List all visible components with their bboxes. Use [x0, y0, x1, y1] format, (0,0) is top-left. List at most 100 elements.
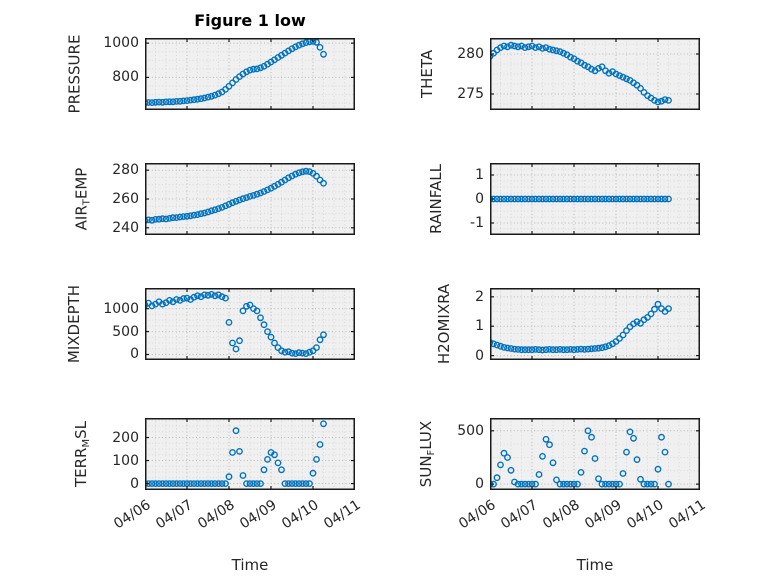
y-tick-labels: 0 500: [449, 418, 484, 493]
y-tick-label: 500: [457, 422, 484, 439]
y-tick-label: 275: [457, 86, 484, 102]
plot-border: [490, 418, 700, 490]
plot-border: [490, 288, 700, 360]
data-points: [490, 300, 672, 354]
major-grid: [145, 418, 355, 490]
minor-grid: [490, 418, 700, 490]
plot-area: [490, 418, 700, 490]
x-tick-label: 04/07: [153, 497, 196, 533]
y-tick-label: 800: [112, 69, 139, 86]
y-axis-label-terr-msl: TERRMSL: [72, 420, 93, 488]
major-grid: [490, 418, 700, 490]
subplot-sun-flux: SUNFLUX 0 500 04/06 04/07 04/08 04/09 04/10 04…: [418, 418, 709, 532]
tick-marks: [145, 163, 355, 235]
y-tick-labels: 800 1000: [95, 35, 139, 110]
plot-air-temp: [145, 163, 355, 235]
tick-marks: [490, 163, 700, 235]
y-tick-label: 0: [130, 346, 139, 363]
plot-pressure: [145, 38, 355, 110]
plot-area: [490, 288, 700, 360]
y-axis-label-sun-flux: SUNFLUX: [417, 420, 438, 488]
x-tick-label: 04/10: [624, 497, 667, 533]
y-tick-label: 0: [130, 475, 139, 492]
y-tick-labels: 0 1 2: [466, 288, 484, 364]
y-tick-label: 100: [112, 452, 139, 469]
plot-terr-msl: [145, 418, 355, 490]
subplot-pressure: PRESSURE 800 1000: [65, 35, 355, 113]
y-axis-label-air-temp: AIRTEMP: [72, 167, 93, 231]
subplot-rainfall: RAINFALL -1 0 1: [427, 163, 700, 235]
x-axis-label: Time: [576, 556, 614, 574]
major-grid: [490, 288, 700, 360]
y-tick-label: 1000: [103, 35, 139, 52]
x-axis-label: Time: [231, 556, 269, 574]
tick-marks: [490, 418, 700, 490]
tick-marks: [145, 418, 355, 490]
plot-h2omixra: [490, 288, 700, 360]
y-tick-label: 240: [112, 219, 139, 236]
x-tick-labels: 04/06 04/07 04/08 04/09 04/10 04/11: [456, 492, 709, 552]
y-tick-labels: -1 0 1: [457, 163, 484, 235]
y-tick-labels: 0 100 200: [104, 418, 139, 492]
x-tick-label: 04/07: [498, 497, 541, 533]
x-tick-label: 04/09: [582, 497, 625, 533]
y-axis-label-pressure: PRESSURE: [65, 34, 83, 114]
y-tick-labels: 0 500 1000: [95, 288, 139, 363]
subplot-terr-msl: TERRMSL 0 100 200 04/06 04/07 04/08 04/09 04/1…: [73, 418, 364, 532]
plot-mixdepth: [145, 288, 355, 360]
data-points: [490, 41, 672, 106]
minor-grid: [145, 163, 355, 235]
x-tick-label: 04/06: [111, 497, 154, 533]
major-grid: [145, 163, 355, 235]
plot-area: [145, 288, 355, 360]
subplot-h2omixra: H2OMIXRA 0 1 2: [436, 284, 700, 364]
major-grid: [145, 38, 355, 110]
y-tick-labels: 240 260 280: [104, 163, 139, 236]
plot-border: [490, 38, 700, 110]
x-tick-label: 04/08: [195, 497, 238, 533]
plot-rainfall: [490, 163, 700, 235]
plot-theta: [490, 38, 700, 110]
tick-marks: [145, 288, 355, 360]
plot-border: [145, 288, 355, 360]
minor-grid: [145, 38, 355, 110]
plot-area: [490, 38, 700, 110]
data-points: [490, 195, 672, 203]
y-tick-label: 260: [112, 191, 139, 207]
plot-area: [145, 418, 355, 490]
y-tick-label: 0: [475, 191, 484, 207]
minor-grid: [490, 38, 700, 110]
data-points: [145, 420, 327, 487]
plot-area: [145, 38, 355, 110]
plot-area: [490, 163, 700, 235]
plot-border: [145, 38, 355, 110]
x-tick-label: 04/11: [321, 497, 364, 533]
y-axis-label-theta: THETA: [418, 49, 437, 99]
plot-area: [145, 163, 355, 235]
y-tick-label: 1: [475, 167, 484, 183]
tick-marks: [490, 288, 700, 360]
plot-border: [145, 418, 355, 490]
y-tick-label: -1: [470, 215, 484, 231]
tick-marks: [145, 38, 355, 110]
y-tick-labels: 275 280: [449, 38, 484, 110]
x-tick-labels: 04/06 04/07 04/08 04/09 04/10 04/11: [111, 492, 364, 552]
y-tick-label: 1000: [103, 300, 139, 317]
subplot-mixdepth: MIXDEPTH 0 500 1000: [65, 285, 355, 363]
y-tick-label: 0: [475, 476, 484, 493]
data-points: [145, 38, 327, 107]
x-tick-label: 04/06: [456, 497, 499, 533]
y-tick-label: 280: [457, 46, 484, 62]
x-tick-label: 04/11: [666, 497, 709, 533]
y-axis-label-h2omixra: H2OMIXRA: [435, 283, 454, 365]
x-tick-label: 04/08: [540, 497, 583, 533]
major-grid: [145, 288, 355, 360]
x-tick-label: 04/09: [237, 497, 280, 533]
plot-background: [490, 418, 700, 490]
major-grid: [490, 38, 700, 110]
y-tick-label: 0: [475, 347, 484, 364]
major-grid: [490, 163, 700, 235]
minor-grid: [490, 163, 700, 235]
y-axis-label-rainfall: RAINFALL: [427, 164, 446, 234]
